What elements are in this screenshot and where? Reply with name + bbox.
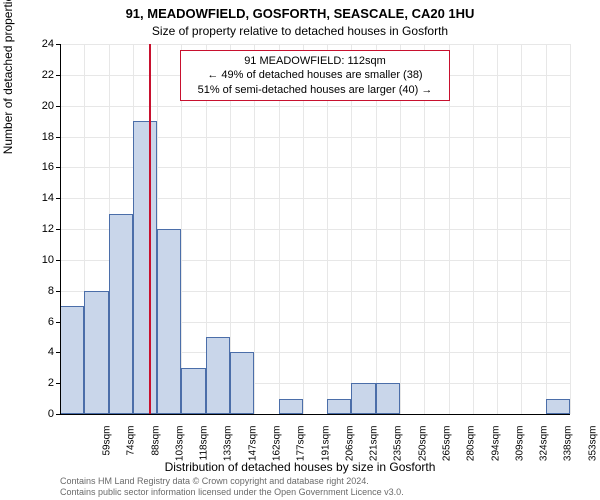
x-tick-label: 74sqm: [126, 426, 137, 476]
x-tick-label: 59sqm: [102, 426, 113, 476]
y-tick-mark: [56, 414, 60, 415]
x-tick-label: 103sqm: [174, 426, 185, 476]
grid-line: [60, 106, 570, 107]
y-tick-label: 8: [14, 285, 54, 297]
y-tick-mark: [56, 137, 60, 138]
histogram-bar: [206, 337, 230, 414]
histogram-chart: 91, MEADOWFIELD, GOSFORTH, SEASCALE, CA2…: [0, 0, 600, 500]
histogram-bar: [327, 399, 351, 414]
y-tick-label: 12: [14, 223, 54, 235]
histogram-bar: [279, 399, 303, 414]
histogram-bar: [60, 306, 84, 414]
histogram-bar: [157, 229, 181, 414]
y-tick-mark: [56, 167, 60, 168]
y-tick-label: 16: [14, 161, 54, 173]
x-tick-label: 338sqm: [563, 426, 574, 476]
x-tick-label: 147sqm: [247, 426, 258, 476]
x-tick-label: 206sqm: [344, 426, 355, 476]
x-tick-label: 265sqm: [442, 426, 453, 476]
histogram-bar: [376, 383, 400, 414]
chart-subtitle: Size of property relative to detached ho…: [0, 24, 600, 38]
x-tick-label: 133sqm: [223, 426, 234, 476]
callout-line: 91 MEADOWFIELD: 112sqm: [189, 54, 441, 68]
y-tick-label: 10: [14, 254, 54, 266]
x-tick-label: 294sqm: [490, 426, 501, 476]
y-tick-label: 24: [14, 38, 54, 50]
y-tick-label: 0: [14, 408, 54, 420]
histogram-bar: [109, 214, 133, 414]
y-tick-mark: [56, 44, 60, 45]
x-tick-label: 250sqm: [417, 426, 428, 476]
y-tick-mark: [56, 106, 60, 107]
grid-line: [497, 44, 498, 414]
grid-line: [473, 44, 474, 414]
y-tick-mark: [56, 352, 60, 353]
x-tick-label: 309sqm: [514, 426, 525, 476]
x-tick-label: 324sqm: [539, 426, 550, 476]
grid-line: [570, 44, 571, 414]
y-tick-label: 6: [14, 316, 54, 328]
y-tick-label: 14: [14, 192, 54, 204]
grid-line: [521, 44, 522, 414]
y-tick-mark: [56, 198, 60, 199]
y-tick-mark: [56, 383, 60, 384]
grid-line: [60, 44, 570, 45]
x-tick-label: 280sqm: [466, 426, 477, 476]
x-tick-label: 353sqm: [587, 426, 598, 476]
plot-area: 91 MEADOWFIELD: 112sqm← 49% of detached …: [60, 44, 570, 414]
y-tick-label: 18: [14, 131, 54, 143]
chart-title: 91, MEADOWFIELD, GOSFORTH, SEASCALE, CA2…: [0, 6, 600, 21]
y-tick-mark: [56, 291, 60, 292]
callout-annotation: 91 MEADOWFIELD: 112sqm← 49% of detached …: [180, 50, 450, 101]
y-axis-line: [60, 44, 61, 414]
footer-line-1: Contains HM Land Registry data © Crown c…: [60, 476, 404, 487]
histogram-bar: [546, 399, 570, 414]
x-tick-label: 88sqm: [150, 426, 161, 476]
histogram-bar: [351, 383, 375, 414]
x-tick-label: 191sqm: [320, 426, 331, 476]
x-tick-label: 235sqm: [393, 426, 404, 476]
histogram-bar: [133, 121, 157, 414]
footer-line-2: Contains public sector information licen…: [60, 487, 404, 498]
histogram-bar: [181, 368, 205, 414]
x-tick-label: 162sqm: [272, 426, 283, 476]
x-tick-label: 221sqm: [369, 426, 380, 476]
y-tick-label: 2: [14, 377, 54, 389]
histogram-bar: [230, 352, 254, 414]
x-axis-line: [60, 414, 570, 415]
attribution-footer: Contains HM Land Registry data © Crown c…: [60, 476, 404, 498]
callout-line: 51% of semi-detached houses are larger (…: [189, 83, 441, 97]
y-tick-label: 4: [14, 346, 54, 358]
grid-line: [546, 44, 547, 414]
y-tick-label: 20: [14, 100, 54, 112]
callout-line: ← 49% of detached houses are smaller (38…: [189, 68, 441, 82]
x-tick-label: 118sqm: [199, 426, 210, 476]
y-tick-label: 22: [14, 69, 54, 81]
y-tick-mark: [56, 322, 60, 323]
y-tick-mark: [56, 229, 60, 230]
y-tick-mark: [56, 260, 60, 261]
y-axis-label: Number of detached properties: [1, 0, 15, 154]
property-marker-line: [149, 44, 151, 414]
histogram-bar: [84, 291, 108, 414]
y-tick-mark: [56, 75, 60, 76]
x-tick-label: 177sqm: [296, 426, 307, 476]
